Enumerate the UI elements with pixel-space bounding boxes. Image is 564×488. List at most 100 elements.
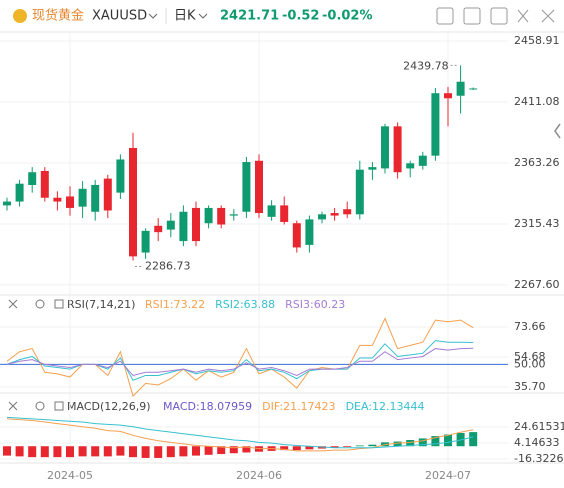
candle-body	[28, 172, 37, 185]
candle-body	[330, 213, 339, 216]
candle-body	[255, 160, 263, 214]
candle-body	[204, 207, 213, 224]
y-tick-label: 35.70	[514, 380, 546, 393]
candle-body	[40, 170, 49, 198]
high-annotation: 2439.78	[403, 59, 449, 72]
candle-body	[3, 201, 11, 206]
tool-icon[interactable]	[463, 7, 481, 25]
histogram-bar	[40, 446, 49, 458]
histogram-bar	[166, 446, 175, 458]
histogram-bar	[431, 436, 440, 447]
settings-icon[interactable]	[35, 299, 45, 309]
legend-entry: MACD:18.07959	[163, 400, 252, 413]
candle-body	[229, 214, 238, 216]
tool-icon[interactable]	[436, 7, 454, 25]
candle-body	[179, 211, 188, 242]
candle-body	[343, 209, 352, 215]
instrument-name[interactable]: 现货黄金	[32, 8, 84, 24]
histogram-bar	[53, 446, 62, 458]
candle-body	[318, 214, 326, 220]
legend-entry: DIF:21.17423	[262, 400, 335, 413]
candle-body	[469, 88, 478, 90]
y-tick-label: 2363.26	[514, 156, 560, 169]
y-tick-label: 2315.43	[514, 217, 560, 230]
histogram-bar	[418, 438, 427, 447]
y-tick-label: 73.66	[514, 320, 546, 333]
candle-body	[129, 148, 137, 257]
histogram-bar	[66, 446, 74, 458]
histogram-bar	[469, 432, 478, 447]
candle-body	[15, 183, 24, 202]
y-tick-label: 54.68	[514, 350, 546, 363]
histogram-bar	[91, 446, 100, 457]
candle-body	[66, 196, 74, 208]
indicator-line	[6, 416, 474, 449]
close-icon[interactable]	[8, 401, 18, 411]
toolbar: 现货黄金 XAUUSD 日K 2421.71 -0.52 -0.02%	[13, 7, 555, 25]
low-annotation: 2286.73	[145, 260, 191, 273]
histogram-bar	[217, 446, 226, 455]
candle-body	[393, 126, 402, 173]
histogram-bar	[3, 446, 11, 456]
y-tick-label: 24.61531	[514, 420, 564, 433]
legend-entry: RSI3:60.23	[285, 298, 345, 311]
symbol[interactable]: XAUUSD	[92, 9, 147, 24]
candle-body	[103, 178, 112, 211]
histogram-bar	[330, 446, 339, 448]
histogram-bar	[154, 446, 163, 458]
collapse-arrow[interactable]	[554, 123, 561, 139]
candle-body	[355, 169, 364, 215]
y-tick-label: 4.14633	[514, 436, 560, 449]
rsi-header: RSI(7,14,21)	[8, 298, 135, 311]
candle-body	[280, 205, 289, 222]
candle-body	[431, 93, 440, 156]
candle-body	[418, 155, 427, 166]
y-tick-label: 50.00	[514, 357, 546, 370]
candle-body	[368, 167, 377, 170]
y-tick-label: 2267.60	[514, 278, 560, 291]
indicator-line	[6, 418, 474, 452]
settings-icon[interactable]	[35, 401, 45, 411]
candle-body	[242, 162, 251, 212]
histogram-bar	[116, 446, 125, 456]
candle-body	[53, 197, 62, 202]
tool-icon[interactable]	[541, 9, 555, 23]
y-tick-label: 2458.91	[514, 34, 560, 47]
dropdown[interactable]	[148, 13, 158, 19]
histogram-bar	[28, 446, 37, 458]
legend-entry: RSI1:73.22	[145, 298, 205, 311]
period[interactable]: 日K	[174, 9, 196, 24]
candle-body	[267, 205, 276, 217]
candle-body	[305, 219, 314, 245]
toggle-icon[interactable]	[54, 401, 64, 411]
macd-header: MACD(12,26,9)	[8, 400, 151, 413]
indicator-title: MACD(12,26,9)	[67, 400, 151, 413]
candle-body	[154, 225, 163, 233]
x-tick-label: 2024-06	[236, 469, 282, 482]
candle-body	[444, 93, 452, 99]
indicator-title: RSI(7,14,21)	[67, 298, 135, 311]
histogram-bar	[204, 446, 213, 455]
histogram-bar	[78, 446, 87, 457]
histogram-bar	[129, 446, 137, 458]
histogram-bar	[343, 446, 352, 448]
tool-icon[interactable]	[517, 9, 529, 23]
dropdown[interactable]	[198, 13, 208, 19]
histogram-bar	[242, 446, 251, 453]
toggle-icon[interactable]	[54, 299, 64, 309]
tool-icon[interactable]	[490, 7, 508, 25]
histogram-bar	[355, 445, 364, 447]
candle-body	[406, 163, 415, 169]
close-icon[interactable]	[8, 299, 18, 309]
histogram-bar	[141, 446, 150, 458]
legend-entry: RSI2:63.88	[215, 298, 275, 311]
histogram-bar	[393, 441, 402, 447]
histogram-bar	[406, 439, 415, 447]
histogram-bar	[368, 444, 377, 447]
histogram-bar	[179, 446, 188, 457]
candle-body	[91, 184, 100, 212]
candle-body	[141, 230, 150, 253]
histogram-bar	[103, 446, 112, 457]
y-tick-label: -16.32265	[514, 452, 564, 465]
